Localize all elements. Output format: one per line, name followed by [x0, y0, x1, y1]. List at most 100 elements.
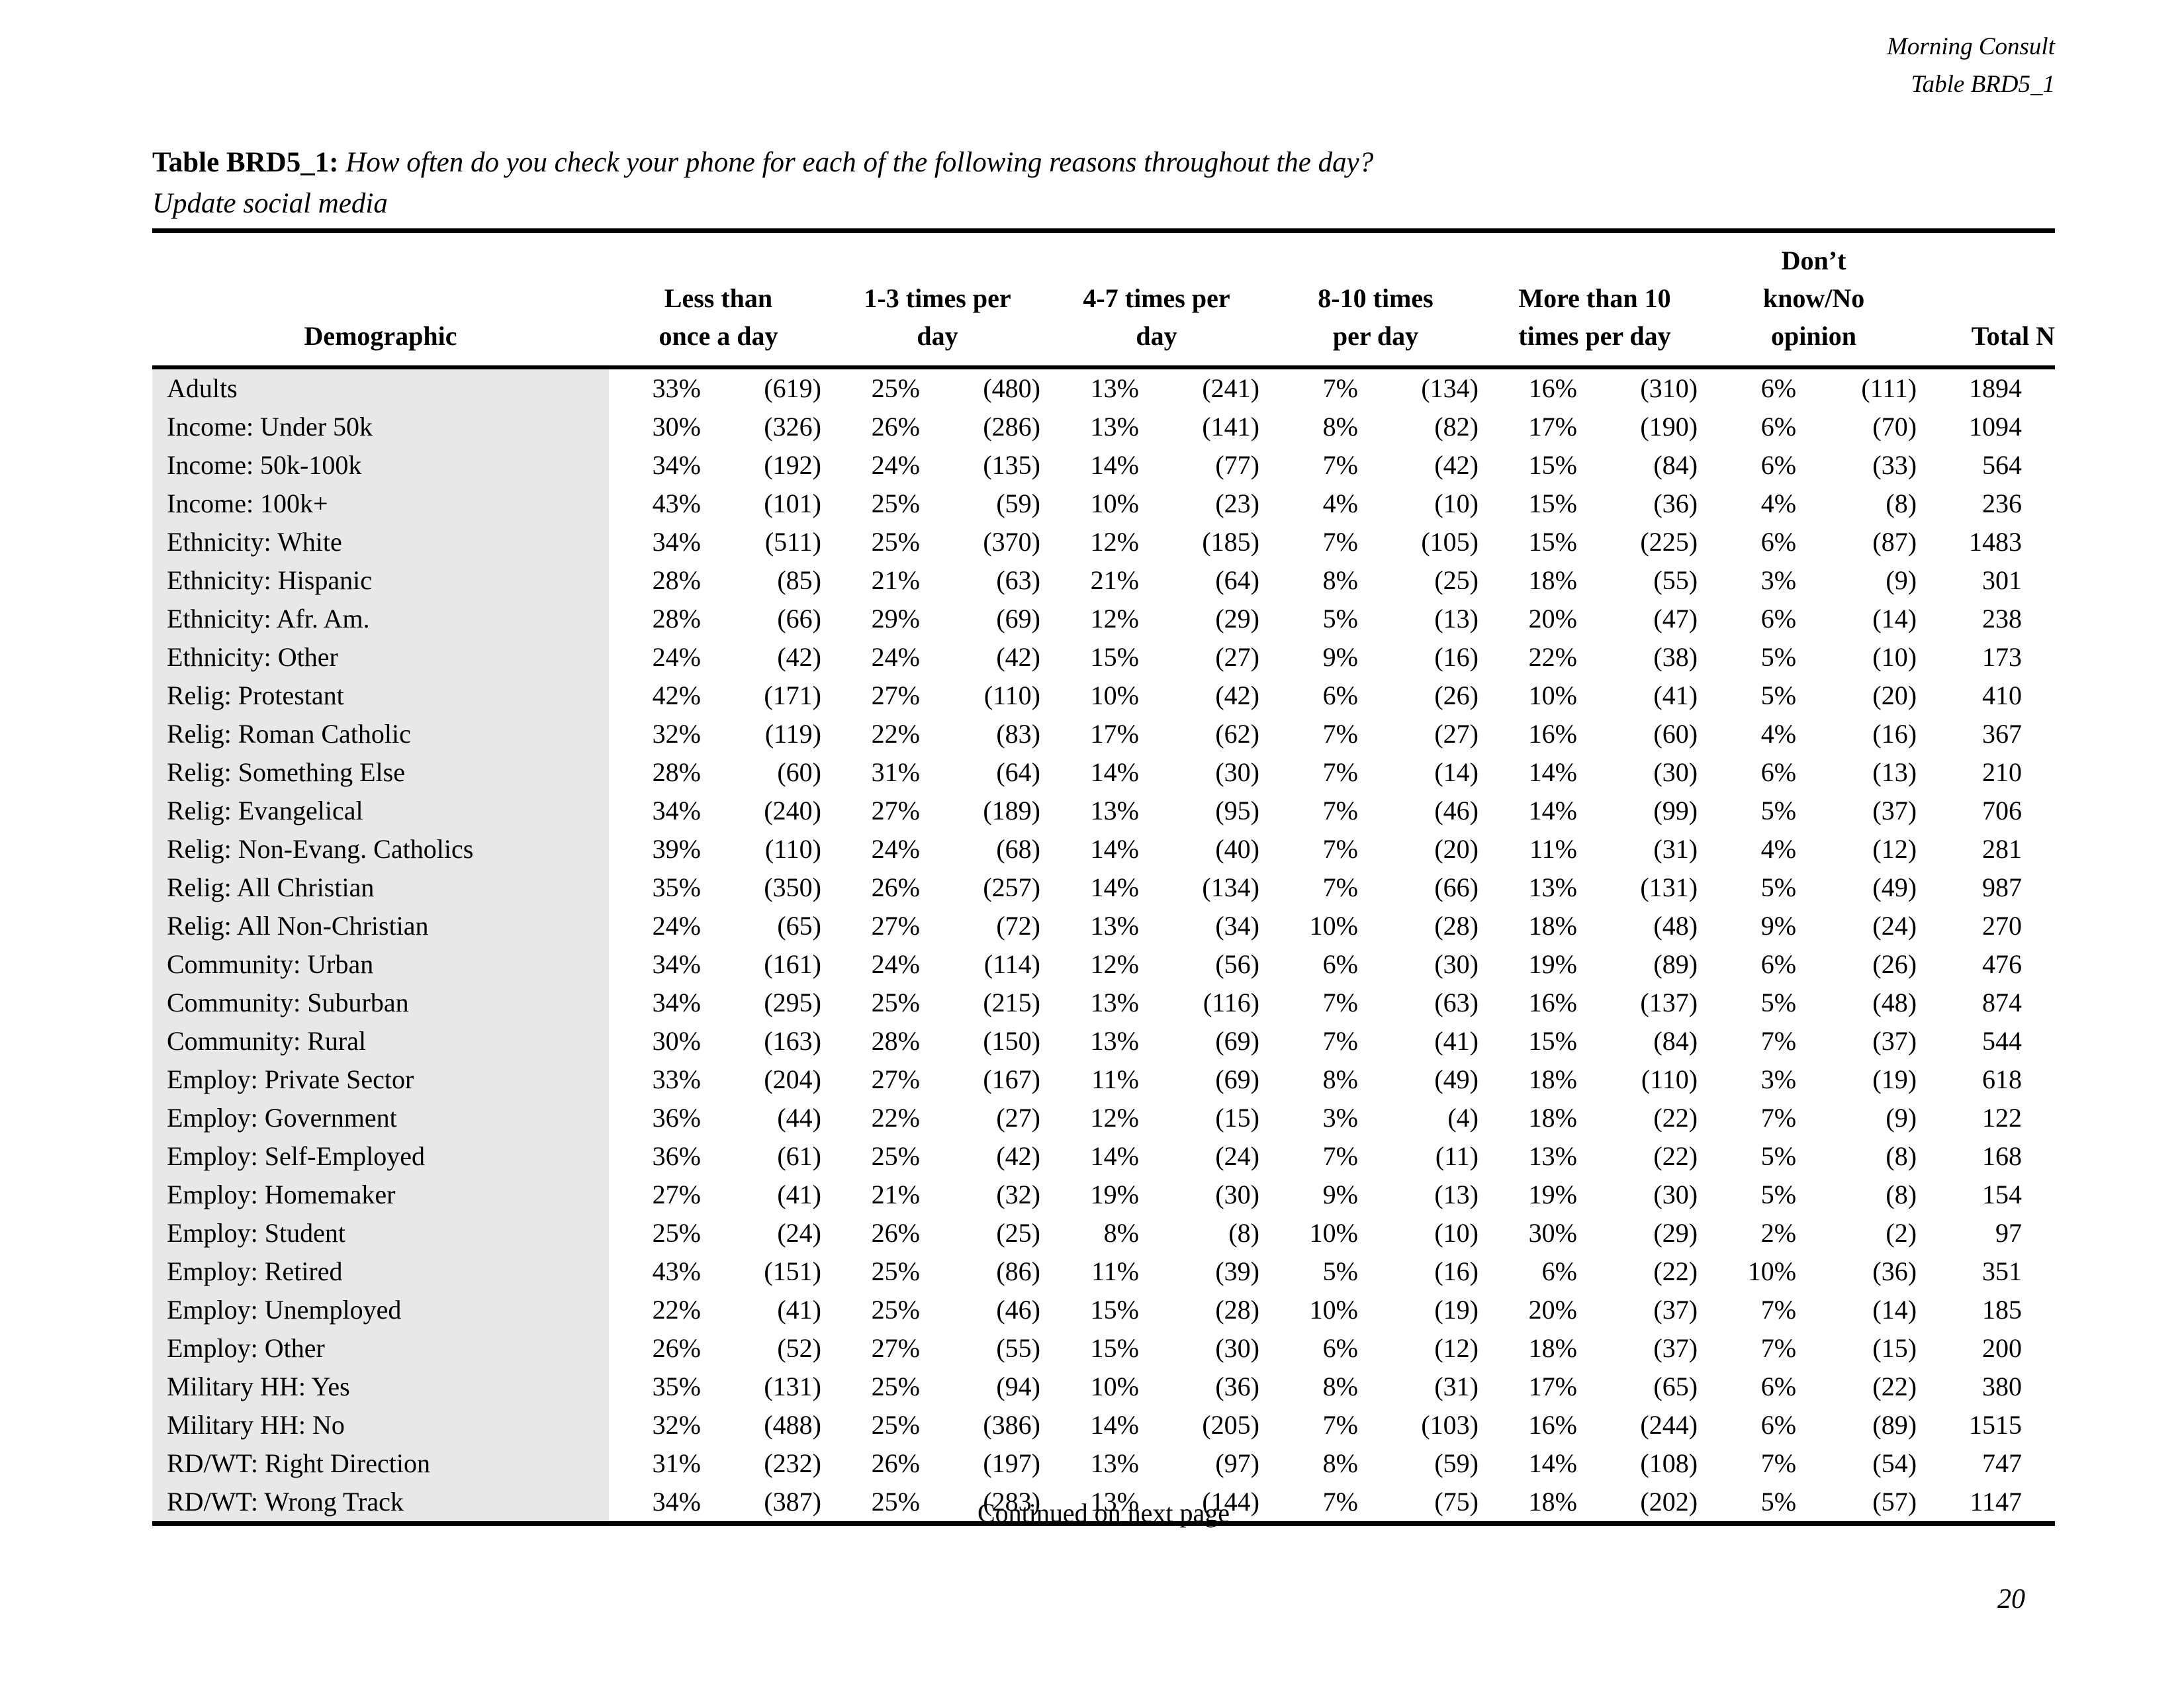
cell-count: (66): [777, 604, 821, 634]
cell-count: (44): [777, 1103, 821, 1133]
cell-count: (189): [983, 796, 1040, 826]
cell-total-n: 122: [1982, 1103, 2023, 1133]
cell-total-n: 185: [1982, 1295, 2023, 1325]
cell-percent: 5%: [1760, 988, 1797, 1018]
cell-count: (25): [996, 1218, 1040, 1248]
cell-percent: 4%: [1322, 489, 1358, 519]
cell-count: (36): [1872, 1256, 1917, 1287]
row-label: Community: Urban: [152, 945, 609, 984]
cell-count: (29): [1653, 1218, 1698, 1248]
cell-percent: 7%: [1322, 1141, 1358, 1172]
cell-count: (68): [996, 834, 1040, 865]
cell-count: (12): [1434, 1333, 1479, 1364]
cell-percent: 17%: [1528, 1372, 1577, 1402]
cell-percent: 34%: [652, 1487, 701, 1517]
cell-count: (22): [1653, 1103, 1698, 1133]
cell-count: (97): [1215, 1448, 1259, 1479]
table-row: Adults 33% (619) 25% (480) 13% (241) 7% (134) 16%…: [152, 367, 2055, 408]
cell-percent: 15%: [1528, 527, 1577, 557]
cell-count: (69): [996, 604, 1040, 634]
cell-count: (36): [1215, 1372, 1259, 1402]
cell-total-n: 301: [1982, 565, 2023, 596]
cell-percent: 6%: [1760, 373, 1797, 404]
cell-count: (27): [996, 1103, 1040, 1133]
cell-percent: 18%: [1528, 1333, 1577, 1364]
cell-count: (131): [1640, 872, 1698, 903]
cell-percent: 26%: [871, 872, 920, 903]
cell-count: (111): [1861, 373, 1917, 404]
cell-count: (20): [1872, 680, 1917, 711]
cell-count: (12): [1872, 834, 1917, 865]
cell-percent: 6%: [1760, 1410, 1797, 1440]
cell-count: (49): [1434, 1064, 1479, 1095]
cell-percent: 34%: [652, 796, 701, 826]
cell-percent: 27%: [871, 911, 920, 941]
cell-percent: 8%: [1322, 1372, 1358, 1402]
cell-count: (137): [1640, 988, 1698, 1018]
cell-count: (70): [1872, 412, 1917, 442]
cell-percent: 24%: [652, 642, 701, 673]
cell-count: (66): [1434, 872, 1479, 903]
cell-count: (47): [1653, 604, 1698, 634]
row-label: Ethnicity: White: [152, 523, 609, 562]
table-row: Relig: Non-Evang. Catholics 39% (110) 24% (6…: [152, 830, 2055, 869]
cell-percent: 6%: [1760, 412, 1797, 442]
cell-percent: 7%: [1322, 872, 1358, 903]
cell-count: (386): [983, 1410, 1040, 1440]
cell-total-n: 154: [1982, 1180, 2023, 1210]
cell-percent: 6%: [1760, 450, 1797, 481]
cell-count: (202): [1640, 1487, 1698, 1517]
cell-count: (192): [764, 450, 821, 481]
cell-percent: 11%: [1091, 1256, 1139, 1287]
cell-percent: 6%: [1322, 680, 1358, 711]
cell-count: (25): [1434, 565, 1479, 596]
cell-percent: 13%: [1090, 988, 1139, 1018]
cell-percent: 14%: [1090, 1141, 1139, 1172]
cell-percent: 24%: [871, 642, 920, 673]
cell-total-n: 270: [1982, 911, 2023, 941]
cell-count: (28): [1215, 1295, 1259, 1325]
row-label: Community: Suburban: [152, 984, 609, 1023]
cell-percent: 5%: [1760, 872, 1797, 903]
cell-count: (370): [983, 527, 1040, 557]
cell-count: (24): [1872, 911, 1917, 941]
cell-count: (48): [1653, 911, 1698, 941]
cell-percent: 13%: [1090, 412, 1139, 442]
cell-count: (9): [1886, 1103, 1917, 1133]
cell-count: (89): [1653, 949, 1698, 980]
cell-percent: 7%: [1322, 373, 1358, 404]
cell-count: (84): [1653, 1026, 1698, 1056]
table-row: Income: Under 50k 30% (326) 26% (286) 13% (141…: [152, 408, 2055, 447]
cell-count: (10): [1872, 642, 1917, 673]
cell-percent: 7%: [1322, 1487, 1358, 1517]
table-title-question: How often do you check your phone for ea…: [345, 147, 1374, 178]
cell-total-n: 747: [1982, 1448, 2023, 1479]
cell-percent: 5%: [1760, 680, 1797, 711]
cell-total-n: 97: [1995, 1218, 2023, 1248]
column-header-total-n: Total N: [1923, 230, 2056, 370]
cell-count: (46): [996, 1295, 1040, 1325]
cell-count: (77): [1215, 450, 1259, 481]
cell-count: (64): [1215, 565, 1259, 596]
cell-percent: 35%: [652, 872, 701, 903]
cell-count: (30): [1653, 757, 1698, 788]
row-label: Income: 50k-100k: [152, 446, 609, 485]
cell-count: (8): [1886, 1141, 1917, 1172]
cell-count: (59): [1434, 1448, 1479, 1479]
cell-count: (8): [1886, 1180, 1917, 1210]
cell-count: (488): [764, 1410, 821, 1440]
table-row: Income: 100k+ 43% (101) 25% (59) 10% (23) 4% (10…: [152, 485, 2055, 524]
cell-percent: 8%: [1322, 1448, 1358, 1479]
cell-percent: 28%: [871, 1026, 920, 1056]
cell-percent: 28%: [652, 604, 701, 634]
table-row: Employ: Government 36% (44) 22% (27) 12% (15) 3…: [152, 1099, 2055, 1138]
cell-percent: 8%: [1322, 1064, 1358, 1095]
continued-note: Continued on next page: [977, 1498, 1230, 1528]
cell-count: (13): [1434, 1180, 1479, 1210]
cell-percent: 20%: [1528, 604, 1577, 634]
cell-total-n: 168: [1982, 1141, 2023, 1172]
cell-count: (13): [1434, 604, 1479, 634]
cell-count: (42): [996, 642, 1040, 673]
cell-percent: 30%: [1528, 1218, 1577, 1248]
cell-count: (511): [764, 527, 821, 557]
